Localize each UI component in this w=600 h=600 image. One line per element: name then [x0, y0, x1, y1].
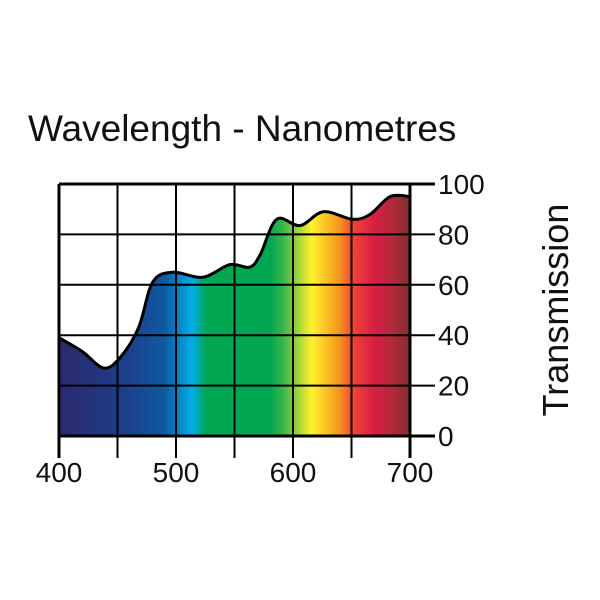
- y-tick-label: 20: [438, 371, 469, 402]
- y-tick-label: 100: [438, 169, 485, 200]
- chart-title: Wavelength - Nanometres: [28, 108, 457, 149]
- y-tick-label: 80: [438, 219, 469, 250]
- y-tick-label: 40: [438, 320, 469, 351]
- transmission-curve: [58, 193, 411, 370]
- x-tick-label: 400: [36, 457, 83, 488]
- y-tick-label: 0: [438, 421, 454, 452]
- x-tick-label: 600: [270, 457, 317, 488]
- x-tick-label: 700: [387, 457, 434, 488]
- x-tick-label: 500: [153, 457, 200, 488]
- y-tick-label: 60: [438, 270, 469, 301]
